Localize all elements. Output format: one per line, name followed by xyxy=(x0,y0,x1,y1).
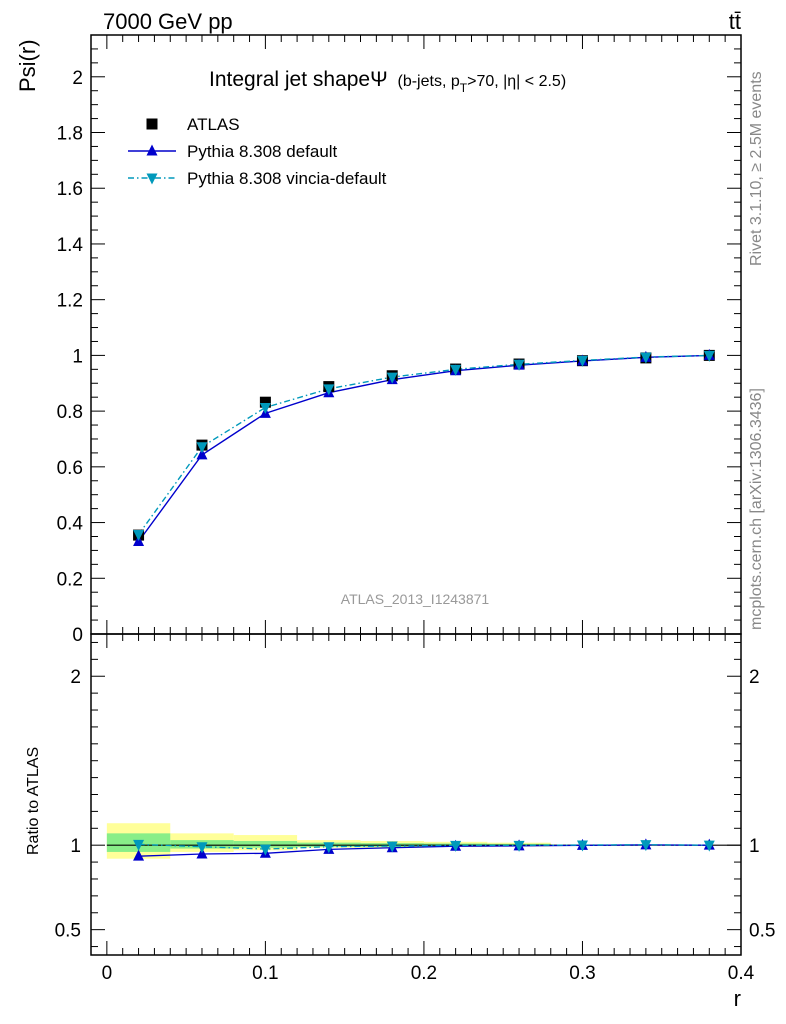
ratio-data-point xyxy=(576,840,588,852)
y-tick-label: 1.6 xyxy=(57,179,83,200)
y-tick-label: 0.6 xyxy=(57,458,83,479)
x-tick-label: 0.1 xyxy=(252,963,278,984)
ratio-y-tick-label: 1 xyxy=(70,836,81,857)
ratio-y-tick-label-right: 1 xyxy=(749,836,760,857)
legend-entry: Pythia 8.308 default xyxy=(187,142,338,161)
legend-marker xyxy=(146,144,158,156)
ratio-series-line xyxy=(138,843,710,850)
rivet-version-label: Rivet 3.1.10, ≥ 2.5M events xyxy=(748,71,765,266)
ratio-plot-frame xyxy=(90,633,742,956)
ratio-data-point xyxy=(513,840,525,852)
y-tick-label: 2 xyxy=(72,68,83,89)
data-point xyxy=(703,350,715,362)
uncertainty-band-inner xyxy=(233,840,298,848)
legend-entry: ATLAS xyxy=(187,115,240,134)
ratio-data-point xyxy=(703,840,715,852)
main-plot-title-sub-rest: >70, |η| < 2.5) xyxy=(467,73,566,90)
main-plot-ticks: 0 0.2 0.4 0.6 0.8 1 1.2 1.4 1.6 1.8 2 xyxy=(57,34,742,646)
data-point xyxy=(513,359,525,371)
legend-marker xyxy=(146,173,158,185)
main-plot-title-sub-subscript: T xyxy=(460,81,468,95)
main-plot-title-main: Integral jet shapeΨ xyxy=(209,68,388,91)
energy-label: 7000 GeV pp xyxy=(103,9,233,34)
data-point xyxy=(323,384,335,396)
ratio-data-point xyxy=(133,849,145,861)
legend-marker xyxy=(146,118,158,130)
y-tick-label: 1.4 xyxy=(57,235,84,256)
ratio-y-tick-label: 2 xyxy=(70,667,81,688)
legend-entry: Pythia 8.308 vincia-default xyxy=(187,169,387,188)
data-point xyxy=(133,530,145,542)
mcplots-reference-label: mcplots.cern.ch [arXiv:1306.3436] xyxy=(748,388,765,630)
main-plot-title-sub: (b-jets, p xyxy=(398,73,460,90)
x-tick-label: 0.4 xyxy=(728,963,755,984)
ratio-y-tick-label-right: 2 xyxy=(749,667,760,688)
analysis-watermark: ATLAS_2013_I1243871 xyxy=(341,591,490,607)
y-tick-label: 1.8 xyxy=(57,124,83,145)
series-line xyxy=(137,354,710,542)
ratio-plot-y-axis-label: Ratio to ATLAS xyxy=(25,747,42,855)
main-plot-y-axis-label: Psi(r) xyxy=(15,39,40,92)
process-label: tt̄ xyxy=(729,9,741,34)
ratio-data-point xyxy=(386,841,398,853)
ratio-data-point xyxy=(133,839,145,851)
legend: ATLAS Pythia 8.308 default Pythia 8.308 vi… xyxy=(128,115,387,188)
x-tick-label: 0 xyxy=(102,963,113,984)
data-point xyxy=(576,355,588,367)
ratio-plot-series xyxy=(133,838,715,861)
y-tick-label: 0.8 xyxy=(57,402,83,423)
ratio-plot-ticks: 0.5 0.5 1 1 2 2 0 0.1 0.2 0.3 0.4 xyxy=(55,634,775,984)
data-point xyxy=(196,448,208,460)
data-point xyxy=(386,372,398,384)
ratio-data-point xyxy=(196,842,208,854)
data-point xyxy=(450,364,462,376)
main-plot-title: Integral jet shapeΨ (b-jets, pT>70, |η| … xyxy=(209,68,566,95)
y-tick-label: 1.2 xyxy=(57,291,83,312)
ratio-data-point xyxy=(323,842,335,854)
data-point xyxy=(259,402,271,414)
ratio-plot-panel: 0.5 0.5 1 1 2 2 0 0.1 0.2 0.3 0.4 Ratio to ATLAS r xyxy=(25,633,775,1011)
x-tick-label: 0.2 xyxy=(411,963,437,984)
ratio-y-tick-label: 0.5 xyxy=(55,921,81,942)
main-plot-panel: 0 0.2 0.4 0.6 0.8 1 1.2 1.4 1.6 1.8 2 Psi(r) Integ… xyxy=(15,34,742,646)
y-tick-label: 0.4 xyxy=(57,514,84,535)
data-point xyxy=(640,352,652,364)
ratio-y-tick-label-right: 0.5 xyxy=(749,921,775,942)
ratio-data-point xyxy=(259,844,271,856)
ratio-data-point xyxy=(640,840,652,852)
y-tick-label: 0.2 xyxy=(57,569,83,590)
y-tick-label: 0 xyxy=(72,625,83,646)
data-point xyxy=(196,442,208,454)
x-axis-label: r xyxy=(734,986,741,1011)
x-tick-label: 0.3 xyxy=(569,963,595,984)
y-tick-label: 1 xyxy=(72,346,83,367)
series-line xyxy=(137,354,710,535)
main-plot-series xyxy=(133,348,715,547)
ratio-data-point xyxy=(450,840,462,852)
data-point xyxy=(259,396,271,408)
